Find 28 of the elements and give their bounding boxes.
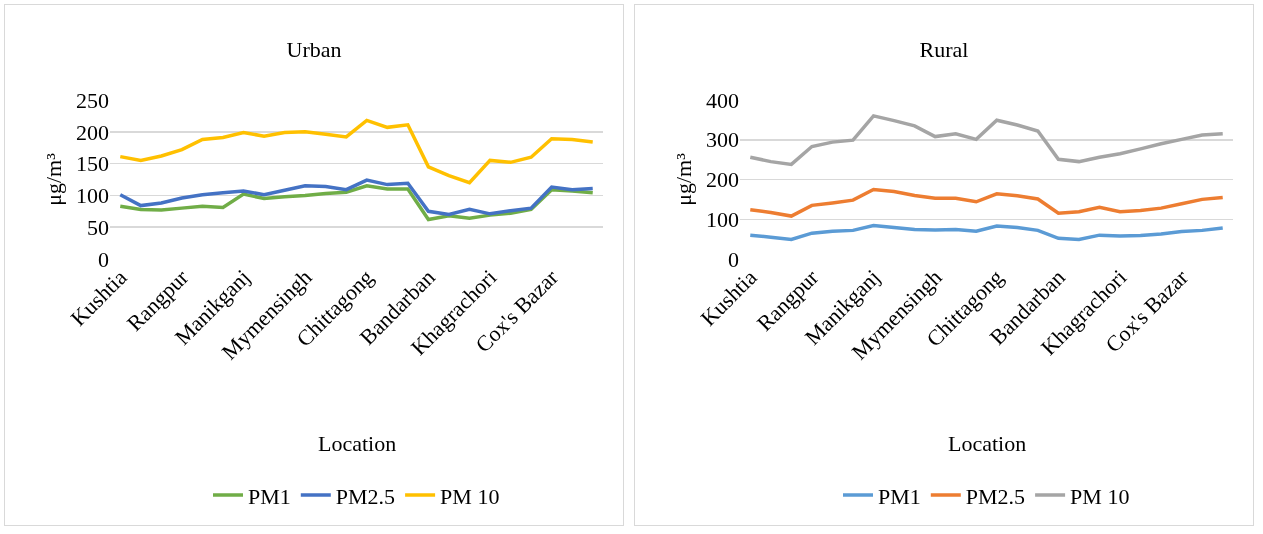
y-tick-label: 0 [98, 246, 109, 272]
chart-title: Urban [286, 36, 342, 62]
y-tick-label: 100 [706, 206, 739, 232]
y-tick-label: 0 [728, 246, 739, 272]
legend-label: PM 10 [1070, 483, 1130, 509]
line-series [748, 187, 1225, 218]
y-tick-label: 50 [87, 214, 109, 240]
legend-label: PM2.5 [335, 483, 396, 509]
line-series [118, 118, 595, 185]
chart-title: Rural [919, 36, 969, 62]
y-tick-label: 300 [706, 127, 739, 153]
line-series [748, 114, 1225, 167]
y-tick-label: 250 [76, 87, 109, 113]
y-tick-label: 150 [76, 151, 109, 177]
x-axis-title: Location [948, 431, 1027, 456]
line-series [118, 178, 595, 217]
x-axis-title: Location [318, 431, 397, 456]
y-axis-title: μg/m³ [40, 152, 66, 206]
legend-label: PM 10 [440, 483, 500, 509]
y-axis-title: μg/m³ [670, 152, 696, 206]
y-tick-label: 100 [76, 183, 109, 209]
line-series [748, 223, 1225, 242]
legend-label: PM2.5 [965, 483, 1026, 509]
y-tick-label: 200 [76, 119, 109, 145]
y-tick-label: 200 [706, 167, 739, 193]
legend-label: PM1 [248, 483, 291, 509]
legend-label: PM1 [878, 483, 921, 509]
y-tick-label: 400 [706, 87, 739, 113]
